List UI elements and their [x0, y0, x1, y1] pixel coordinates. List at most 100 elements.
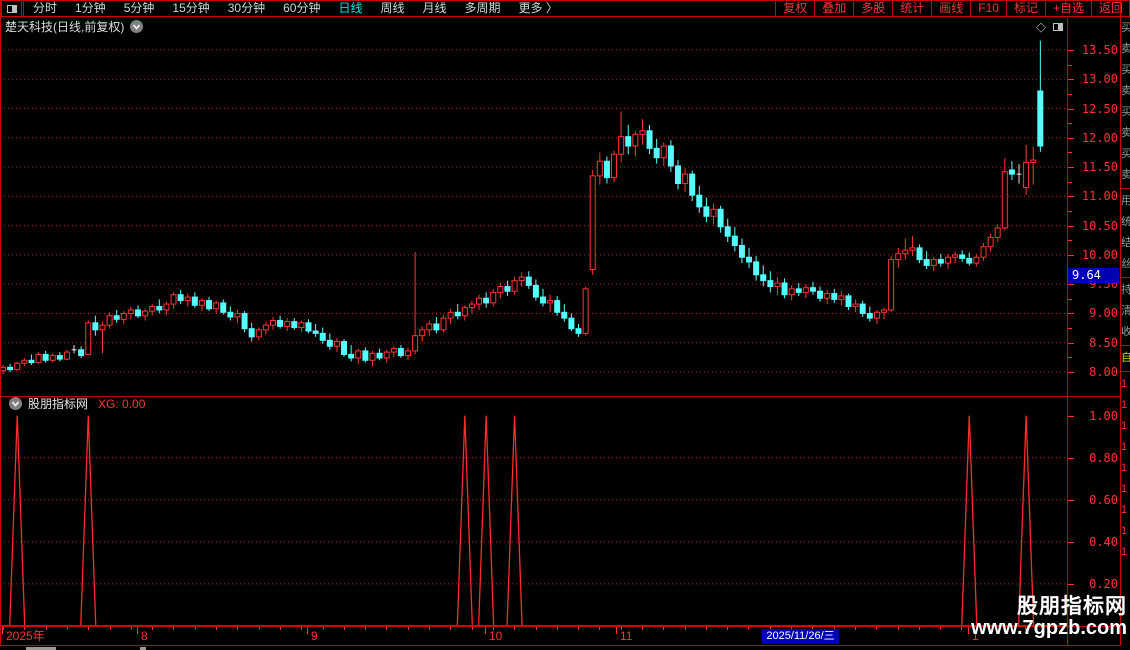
price-axis-label: 10.50 — [1081, 218, 1118, 233]
price-axis-tick — [1068, 50, 1074, 51]
tab-1min[interactable]: 1分钟 — [75, 1, 106, 15]
indicator-axis-label: 0.80 — [1089, 450, 1118, 465]
date-axis-minor-tick — [323, 627, 324, 630]
sidebar-border — [1120, 0, 1121, 650]
tab-30min[interactable]: 30分钟 — [227, 1, 266, 15]
sidebar-glyph: 1 — [1121, 462, 1128, 474]
date-axis-minor-tick — [536, 627, 537, 630]
date-axis-minor-tick — [280, 627, 281, 630]
tab-intraday[interactable]: 分时 — [33, 1, 58, 15]
panel-layout-icon[interactable] — [1053, 22, 1063, 31]
date-axis-minor-tick — [1047, 627, 1048, 630]
date-axis-major-tick — [485, 627, 486, 634]
indicator-chevron-down-icon[interactable] — [9, 397, 22, 410]
date-axis-minor-tick — [685, 627, 686, 630]
tab-weekly[interactable]: 周线 — [380, 1, 405, 15]
draw-line-button[interactable]: 画线 — [931, 1, 970, 16]
price-axis-tick — [1068, 240, 1072, 242]
indicator-axis-tick — [1068, 583, 1074, 585]
date-axis-minor-tick — [344, 627, 345, 630]
price-axis-tick — [1068, 137, 1074, 139]
indicator-axis-tick — [1068, 499, 1074, 501]
add-watchlist-button[interactable]: +自选 — [1044, 1, 1091, 16]
price-axis-label: 8.00 — [1089, 364, 1118, 379]
price-axis-tick — [1068, 167, 1074, 169]
overlay-button[interactable]: 叠加 — [814, 1, 853, 16]
indicator-axis-label: 0.60 — [1089, 492, 1118, 507]
sidebar-glyph: 持 — [1121, 284, 1130, 296]
sidebar-glyph: 卖 — [1121, 127, 1130, 139]
price-axis-label: 11.00 — [1081, 189, 1118, 204]
price-axis-tick — [1068, 210, 1072, 212]
price-axis-tick — [1068, 357, 1072, 359]
price-axis-tick — [1068, 371, 1074, 373]
multi-stock-button[interactable]: 多股 — [853, 1, 892, 16]
date-axis-minor-tick — [812, 627, 813, 630]
toolbar-actions: 复权 叠加 多股 统计 画线 F10 标记 +自选 返回 — [775, 1, 1130, 16]
price-axis-label: 11.50 — [1081, 160, 1118, 175]
watermark: 股朋指标网 www.7gpzb.com — [971, 595, 1127, 640]
title-bar: 楚天科技(日线,前复权) ◇ — [0, 18, 1120, 35]
date-axis-major-tick — [137, 627, 138, 634]
f10-button[interactable]: F10 — [970, 1, 1006, 16]
price-axis-border — [1067, 18, 1068, 646]
candlestick-chart — [0, 40, 1067, 375]
date-axis-minor-tick — [855, 627, 856, 630]
date-axis-major-tick — [616, 627, 617, 634]
date-axis-minor-tick — [67, 627, 68, 630]
tab-60min[interactable]: 60分钟 — [283, 1, 321, 15]
tab-daily[interactable]: 日线 — [338, 1, 363, 15]
price-axis-tick — [1068, 181, 1072, 183]
tab-more[interactable]: 更多 〉 — [518, 1, 558, 15]
top-toolbar: 分时 1分钟 5分钟 15分钟 30分钟 60分钟 日线 周线 月线 多周期 更多 〉 复权 叠加 多股… — [0, 0, 1130, 17]
date-axis-minor-tick — [663, 627, 664, 630]
date-axis-label: 8 — [141, 629, 148, 643]
date-axis-minor-tick — [46, 627, 47, 630]
indicator-axis-label: 0.20 — [1089, 576, 1118, 591]
date-axis-minor-tick — [557, 627, 558, 630]
tab-monthly[interactable]: 月线 — [422, 1, 447, 15]
mark-button[interactable]: 标记 — [1005, 1, 1045, 16]
price-axis-label: 13.00 — [1081, 72, 1118, 87]
layout-toggle-button[interactable] — [1, 0, 22, 17]
chevron-down-icon[interactable] — [130, 20, 144, 33]
bottom-clipped-toolbar — [0, 646, 1130, 650]
tab-15min[interactable]: 15分钟 — [172, 1, 210, 15]
indicator-axis-tick — [1068, 457, 1074, 459]
stats-button[interactable]: 统计 — [892, 1, 931, 16]
sidebar-glyph: 收 — [1121, 326, 1130, 338]
date-axis-minor-tick — [88, 627, 89, 630]
date-axis-minor-tick — [110, 627, 111, 630]
watermark-url: www.7gpzb.com — [971, 617, 1127, 640]
sidebar-glyph: 买 — [1121, 64, 1130, 76]
date-axis-minor-tick — [748, 627, 749, 630]
tab-5min[interactable]: 5分钟 — [123, 1, 155, 15]
indicator-name[interactable]: 股朋指标网 — [28, 397, 89, 411]
price-axis-tick — [1068, 123, 1072, 125]
date-axis-minor-tick — [472, 627, 473, 630]
price-axis-tick — [1068, 108, 1074, 110]
date-axis-minor-tick — [706, 627, 707, 630]
back-button[interactable]: 返回 — [1090, 1, 1130, 16]
date-axis-label: 10 — [489, 629, 503, 643]
stock-title: 楚天科技(日线,前复权) — [5, 20, 125, 34]
price-axis-tick — [1068, 328, 1072, 330]
sidebar-glyph: 1 — [1121, 525, 1128, 537]
date-axis-minor-tick — [365, 627, 366, 630]
sidebar-glyph: 1 — [1121, 420, 1128, 432]
date-axis-minor-tick — [961, 627, 962, 630]
date-axis-minor-tick — [1025, 627, 1026, 630]
sidebar-glyph: 卖 — [1121, 169, 1130, 181]
sidebar-divider — [1121, 345, 1130, 346]
sidebar-glyph: 1 — [1121, 546, 1128, 558]
tab-multi-period[interactable]: 多周期 — [464, 1, 501, 15]
date-axis-minor-tick — [876, 627, 877, 630]
sidebar-glyph: 买 — [1121, 148, 1130, 160]
indicator-axis-label: 0.40 — [1089, 534, 1118, 549]
adjust-button[interactable]: 复权 — [775, 1, 814, 16]
diamond-icon[interactable]: ◇ — [1036, 19, 1046, 34]
price-axis-label: 8.50 — [1089, 335, 1118, 350]
price-axis-tick — [1068, 342, 1074, 344]
